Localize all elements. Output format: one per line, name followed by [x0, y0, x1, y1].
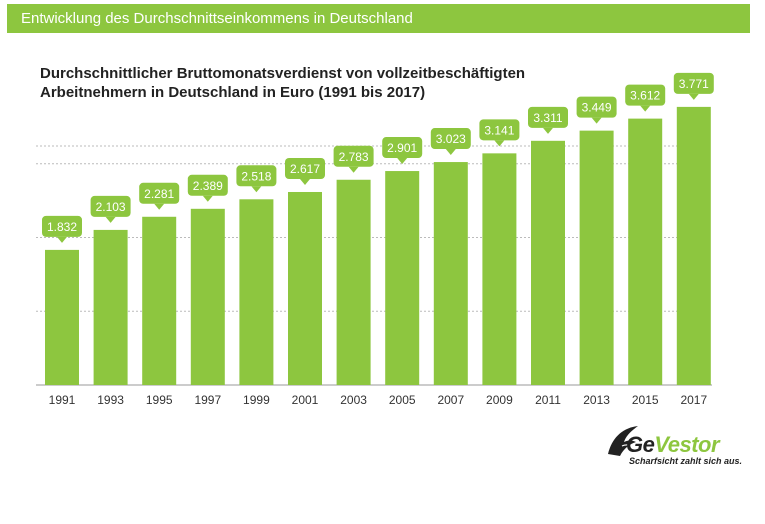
- bar-2017: [676, 106, 711, 386]
- data-label-2007: 3.023: [430, 128, 471, 156]
- data-label-pointer: [105, 216, 116, 223]
- bar-2015: [628, 118, 663, 386]
- data-label-pointer: [251, 186, 262, 193]
- x-tick-label: 2005: [389, 393, 416, 407]
- data-label-pointer: [543, 127, 553, 134]
- data-label-box: [333, 145, 374, 167]
- logo-tagline: Scharfsicht zahlt sich aus.: [629, 456, 743, 466]
- x-tick-label: 1991: [49, 393, 76, 407]
- bar-2009: [482, 153, 517, 385]
- data-label-2013: 3.449: [576, 96, 617, 124]
- x-tick-label: 1995: [146, 393, 173, 407]
- x-tick-label: 2007: [437, 393, 464, 407]
- data-label-1995: 2.281: [139, 182, 180, 210]
- data-label-box: [625, 84, 666, 106]
- data-label-2009: 3.141: [479, 119, 520, 147]
- data-label-text: 2.389: [193, 179, 223, 193]
- data-label-pointer: [591, 117, 602, 124]
- gevestor-logo: GeVestor Scharfsicht zahlt sich aus.: [606, 420, 746, 472]
- chart-title-line-1: Durchschnittlicher Bruttomonatsverdienst…: [40, 65, 526, 82]
- data-label-pointer: [348, 166, 359, 173]
- x-tick-label: 2001: [292, 393, 319, 407]
- data-label-pointer: [202, 195, 213, 202]
- x-tick-label: 2011: [535, 393, 561, 407]
- data-label-text: 2.103: [96, 200, 126, 214]
- x-tick-label: 1997: [194, 393, 221, 407]
- data-label-text: 3.771: [679, 77, 709, 91]
- data-label-box: [139, 182, 180, 204]
- data-label-box: [236, 165, 277, 187]
- data-label-1999: 2.518: [236, 165, 277, 193]
- data-label-text: 3.311: [533, 111, 562, 125]
- data-label-2011: 3.311: [528, 106, 568, 134]
- data-label-2015: 3.612: [625, 84, 666, 112]
- data-label-1997: 2.389: [187, 174, 228, 202]
- data-label-text: 1.832: [47, 220, 77, 234]
- data-label-box: [673, 72, 714, 94]
- data-label-pointer: [300, 178, 310, 185]
- chart-title: Durchschnittlicher Bruttomonatsverdienst…: [40, 64, 640, 102]
- bar-1995: [142, 216, 177, 385]
- bar-1997: [190, 208, 225, 385]
- data-label-pointer: [640, 105, 651, 112]
- data-label-box: [382, 137, 423, 159]
- data-label-text: 3.612: [630, 89, 660, 103]
- data-label-box: [42, 215, 82, 237]
- x-tick-label: 2009: [486, 393, 513, 407]
- x-tick-label: 2003: [340, 393, 367, 407]
- data-label-2003: 2.783: [333, 145, 374, 173]
- data-label-pointer: [688, 93, 699, 100]
- data-label-box: [430, 128, 471, 150]
- data-label-pointer: [154, 203, 165, 210]
- data-label-text: 3.141: [484, 123, 514, 137]
- data-label-text: 2.901: [387, 141, 417, 155]
- data-label-1993: 2.103: [90, 195, 131, 223]
- data-label-text: 2.617: [290, 162, 320, 176]
- bar-2001: [288, 191, 322, 385]
- data-label-text: 3.449: [582, 101, 612, 115]
- x-tick-label: 1999: [243, 393, 270, 407]
- data-label-2001: 2.617: [285, 157, 325, 185]
- data-label-pointer: [397, 158, 408, 165]
- data-label-box: [528, 106, 568, 128]
- data-label-2017: 3.771: [673, 72, 714, 100]
- bar-1991: [45, 249, 79, 385]
- eagle-icon: [608, 426, 638, 456]
- chart-title-line-2: Arbeitnehmern in Deutschland in Euro (19…: [40, 84, 426, 101]
- data-label-box: [479, 119, 520, 141]
- data-label-text: 2.281: [144, 187, 174, 201]
- data-label-pointer: [57, 236, 67, 243]
- x-tick-label: 1993: [97, 393, 124, 407]
- header-banner: Entwicklung des Durchschnittseinkommens …: [7, 4, 750, 33]
- x-tick-label: 2017: [680, 393, 707, 407]
- bar-2011: [531, 140, 565, 385]
- bar-2007: [433, 162, 468, 385]
- bar-2003: [336, 179, 371, 385]
- data-label-box: [285, 157, 325, 179]
- x-tick-label: 2015: [632, 393, 659, 407]
- data-label-text: 2.518: [241, 169, 271, 183]
- bar-1993: [93, 229, 128, 385]
- data-label-pointer: [494, 140, 505, 147]
- data-label-2005: 2.901: [382, 137, 423, 165]
- data-label-pointer: [445, 149, 456, 156]
- bar-2013: [579, 130, 614, 385]
- bar-2005: [385, 171, 420, 385]
- logo-wordmark: GeVestor: [626, 432, 720, 457]
- data-label-box: [576, 96, 617, 118]
- x-tick-label: 2013: [583, 393, 610, 407]
- data-label-text: 3.023: [436, 132, 466, 146]
- bar-1999: [239, 199, 274, 385]
- data-label-box: [187, 174, 228, 196]
- data-label-1991: 1.832: [42, 215, 82, 243]
- data-label-box: [90, 195, 131, 217]
- data-label-text: 2.783: [339, 150, 369, 164]
